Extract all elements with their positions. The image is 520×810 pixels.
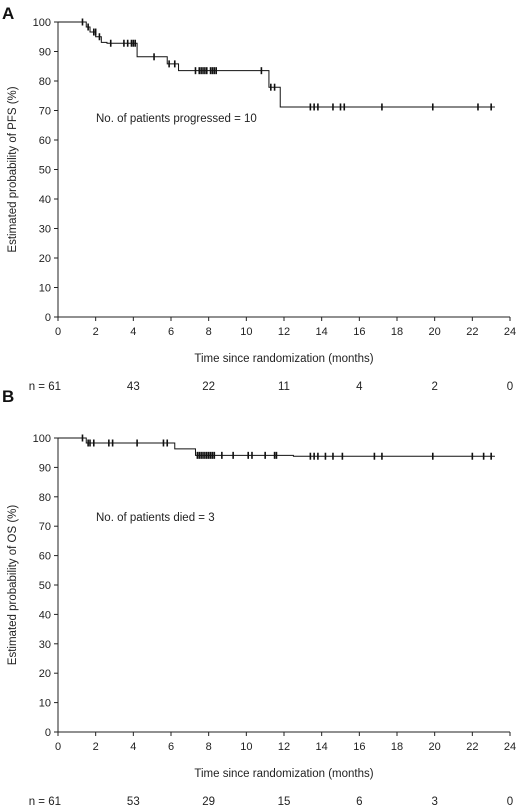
at-risk-value: 6 [356,796,362,808]
x-tick-label: 6 [168,326,174,338]
y-tick-label: 80 [39,492,51,504]
x-tick-label: 12 [278,741,290,753]
y-tick-label: 90 [39,462,51,474]
x-tick-label: 18 [391,326,403,338]
panel-label: A [2,4,14,23]
x-tick-label: 10 [240,741,252,753]
y-axis-title: Estimated probability of PFS (%) [7,86,19,252]
at-risk-value: 43 [127,381,140,393]
x-tick-label: 4 [130,326,136,338]
x-axis-title: Time since randomization (months) [194,768,373,780]
at-risk-value: n = 61 [29,381,61,393]
survival-curve [58,437,495,457]
at-risk-value: 0 [507,796,513,808]
y-tick-label: 100 [33,433,51,445]
y-tick-label: 70 [39,521,51,533]
x-tick-label: 22 [466,326,478,338]
at-risk-value: n = 61 [29,796,61,808]
at-risk-value: 3 [431,796,437,808]
at-risk-value: 4 [356,381,363,393]
y-tick-label: 50 [39,580,51,592]
y-tick-label: 80 [39,76,51,88]
y-tick-label: 30 [39,639,51,651]
x-tick-label: 16 [353,326,365,338]
y-tick-label: 20 [39,253,51,265]
x-tick-label: 14 [316,741,328,753]
x-tick-label: 12 [278,326,290,338]
y-tick-label: 10 [39,698,51,710]
y-tick-label: 20 [39,668,51,680]
x-tick-label: 18 [391,741,403,753]
y-tick-label: 30 [39,224,51,236]
x-tick-label: 8 [206,326,212,338]
y-tick-label: 90 [39,47,51,59]
y-tick-label: 40 [39,194,51,206]
at-risk-value: 29 [202,796,215,808]
x-tick-label: 0 [55,741,61,753]
x-tick-label: 0 [55,326,61,338]
y-tick-label: 40 [39,609,51,621]
x-tick-label: 24 [504,326,516,338]
x-tick-label: 16 [353,741,365,753]
survival-curve [58,21,495,108]
annotation: No. of patients died = 3 [96,512,215,524]
y-tick-label: 0 [45,727,51,739]
y-tick-label: 10 [39,283,51,295]
at-risk-value: 22 [202,381,215,393]
x-tick-label: 20 [429,326,441,338]
at-risk-value: 2 [431,381,437,393]
y-tick-label: 70 [39,106,51,118]
at-risk-value: 53 [127,796,140,808]
x-tick-label: 10 [240,326,252,338]
at-risk-value: 0 [507,381,513,393]
y-tick-label: 50 [39,165,51,177]
y-tick-label: 60 [39,551,51,563]
x-tick-label: 20 [429,741,441,753]
panel-label: B [2,387,14,406]
annotation: No. of patients progressed = 10 [96,113,257,125]
x-tick-label: 22 [466,741,478,753]
x-tick-label: 8 [206,741,212,753]
x-tick-label: 2 [93,326,99,338]
x-tick-label: 14 [316,326,328,338]
x-tick-label: 24 [504,741,516,753]
y-tick-label: 100 [33,17,51,29]
x-axis-title: Time since randomization (months) [194,353,373,365]
x-tick-label: 4 [130,741,136,753]
y-tick-label: 60 [39,135,51,147]
at-risk-value: 15 [278,796,291,808]
at-risk-value: 11 [278,381,290,393]
y-axis-title: Estimated probability of OS (%) [7,505,19,666]
x-tick-label: 6 [168,741,174,753]
y-tick-label: 0 [45,312,51,324]
x-tick-label: 2 [93,741,99,753]
